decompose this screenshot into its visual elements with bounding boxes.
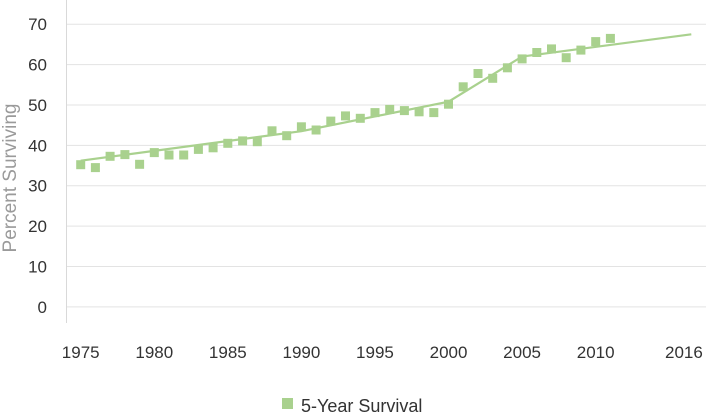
y-tick-label: 40 xyxy=(28,136,47,155)
data-point-1977 xyxy=(105,151,115,161)
x-axis-ticks: 1975 1980 1985 1990 1995 2000 2005 2010 2016 xyxy=(62,343,703,362)
x-tick-label: 1980 xyxy=(135,343,173,362)
y-tick-label: 60 xyxy=(28,56,47,75)
data-point-1979 xyxy=(135,159,145,169)
data-point-1993 xyxy=(341,111,350,121)
data-point-1995 xyxy=(370,108,380,118)
y-tick-label: 50 xyxy=(28,96,47,115)
data-point-2011 xyxy=(605,33,615,43)
x-tick-label: 1995 xyxy=(356,343,394,362)
data-point-1992 xyxy=(326,116,336,126)
data-points xyxy=(76,33,615,173)
data-point-1983 xyxy=(193,144,203,154)
data-point-1988 xyxy=(267,126,277,136)
y-tick-label: 70 xyxy=(28,15,47,34)
data-point-1990 xyxy=(296,122,306,132)
data-point-2009 xyxy=(576,45,586,55)
trend-line xyxy=(80,33,692,162)
data-point-1999 xyxy=(429,108,439,118)
data-point-2006 xyxy=(532,48,542,57)
y-axis-title: Percent Surviving xyxy=(0,104,21,253)
gridlines xyxy=(66,23,706,308)
legend: 5-Year Survival xyxy=(282,396,422,413)
y-tick-label: 30 xyxy=(28,177,47,196)
data-point-2001 xyxy=(458,82,468,92)
data-point-1991 xyxy=(311,125,321,135)
x-tick-label: 1985 xyxy=(209,343,247,362)
data-point-1978 xyxy=(120,150,130,160)
data-point-1989 xyxy=(282,131,292,141)
data-point-2007 xyxy=(547,44,556,54)
data-point-1981 xyxy=(164,150,174,160)
trend-line-group xyxy=(80,33,692,162)
data-point-1980 xyxy=(149,148,159,158)
x-tick-label: 2010 xyxy=(577,343,615,362)
data-point-1985 xyxy=(223,138,233,148)
data-point-2005 xyxy=(517,54,527,64)
x-tick-label: 2016 xyxy=(665,343,703,362)
y-tick-label: 20 xyxy=(28,217,47,236)
data-point-1998 xyxy=(414,107,424,117)
data-point-1986 xyxy=(238,136,248,146)
data-point-1987 xyxy=(252,137,262,147)
y-axis-ticks: 0 10 20 30 40 50 60 70 xyxy=(28,15,47,317)
data-point-2002 xyxy=(473,69,483,78)
data-point-1976 xyxy=(90,163,100,173)
legend-marker xyxy=(282,398,293,409)
data-point-1975 xyxy=(76,160,86,170)
data-point-1997 xyxy=(399,106,409,116)
data-point-1996 xyxy=(385,104,395,114)
x-tick-label: 2000 xyxy=(430,343,468,362)
y-tick-label: 0 xyxy=(38,298,47,317)
y-tick-label: 10 xyxy=(28,257,47,276)
data-point-2004 xyxy=(502,63,512,73)
data-point-1984 xyxy=(208,143,218,153)
data-point-1982 xyxy=(179,150,189,160)
data-point-2010 xyxy=(591,37,601,47)
legend-label: 5-Year Survival xyxy=(301,396,422,413)
data-point-2003 xyxy=(488,73,498,83)
x-tick-label: 1990 xyxy=(282,343,320,362)
x-tick-label: 2005 xyxy=(503,343,541,362)
data-point-2008 xyxy=(561,53,571,63)
data-point-2000 xyxy=(444,99,453,109)
data-point-1994 xyxy=(355,113,365,123)
x-tick-label: 1975 xyxy=(62,343,100,362)
